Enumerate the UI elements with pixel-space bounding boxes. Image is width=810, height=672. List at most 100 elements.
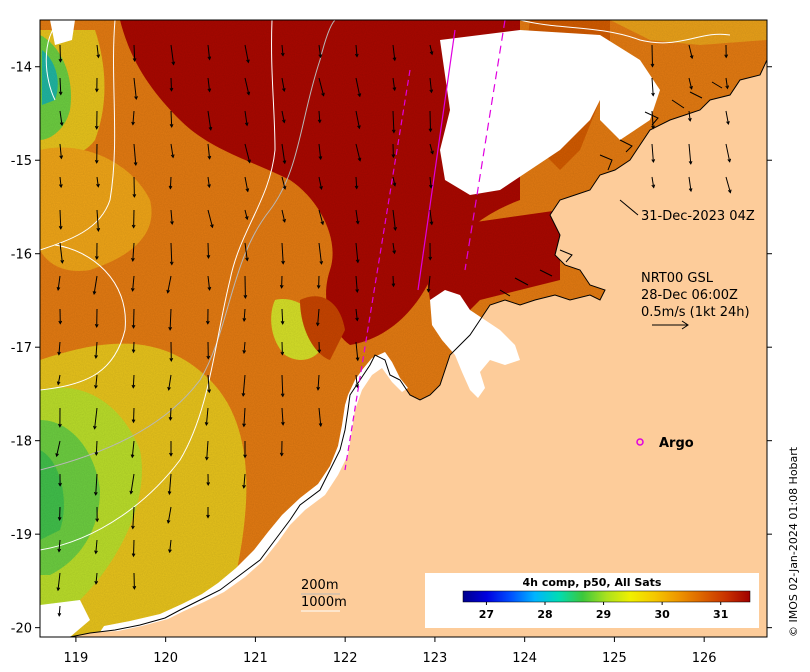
current-arrowhead: [391, 283, 396, 288]
current-arrow: [429, 176, 432, 188]
current-arrow: [207, 275, 211, 290]
current-arrowhead: [282, 160, 287, 165]
current-arrowhead: [131, 419, 136, 424]
current-arrowhead: [132, 58, 137, 63]
current-arrowhead: [171, 61, 176, 66]
current-arrow: [651, 44, 653, 67]
current-arrow: [56, 440, 61, 457]
current-arrowhead: [57, 516, 62, 521]
current-arrowhead: [206, 514, 210, 519]
y-tick-label: -16: [11, 248, 32, 263]
current-arrowhead: [55, 453, 59, 458]
current-arrowhead: [245, 257, 249, 262]
current-arrowhead: [428, 256, 433, 261]
current-arrowhead: [242, 318, 247, 323]
cloud-north: [440, 30, 610, 195]
current-arrow: [57, 374, 61, 385]
current-arrowhead: [131, 384, 136, 389]
current-arrow: [318, 110, 321, 123]
current-arrowhead: [58, 184, 63, 189]
colorbar-tick-label: 31: [713, 608, 728, 621]
current-arrowhead: [727, 189, 732, 194]
current-arrowhead: [651, 184, 656, 189]
current-arrowhead: [56, 381, 61, 386]
current-arrow: [170, 77, 172, 91]
current-arrowhead: [58, 91, 63, 96]
current-arrowhead: [320, 221, 325, 226]
y-tick-label: -15: [11, 154, 32, 169]
current-arrowhead: [282, 218, 286, 223]
pass-time-label: 31-Dec-2023 04Z: [641, 209, 755, 224]
current-arrowhead: [357, 157, 362, 162]
current-arrow: [429, 110, 431, 132]
current-arrowhead: [208, 126, 213, 131]
current-arrowhead: [94, 580, 99, 585]
current-arrowhead: [131, 121, 135, 126]
current-arrow: [244, 143, 251, 163]
current-arrow: [242, 374, 246, 396]
argo-float-marker: [636, 438, 644, 446]
current-arrowhead: [246, 91, 251, 96]
x-tick-label: 119: [63, 651, 88, 666]
current-arrowhead: [279, 452, 284, 457]
current-arrow: [59, 242, 63, 263]
current-arrowhead: [281, 260, 285, 265]
current-arrow: [318, 407, 322, 427]
current-arrow: [651, 110, 654, 129]
current-arrowhead: [169, 87, 174, 92]
current-arrow: [281, 209, 286, 223]
current-arrowhead: [207, 155, 212, 160]
colorbar-ticks: 27 28 29 30 31: [479, 602, 728, 621]
current-arrow: [59, 209, 62, 229]
current-arrowhead: [688, 188, 693, 193]
current-arrowhead: [207, 56, 212, 61]
current-arrow: [206, 440, 209, 460]
colorbar-tick-label: 28: [537, 608, 552, 621]
current-arrow: [318, 176, 322, 190]
current-arrow: [355, 209, 359, 224]
current-arrow: [392, 110, 395, 133]
current-arrowhead: [94, 125, 99, 130]
current-arrow: [281, 143, 286, 164]
current-arrow: [244, 176, 249, 192]
current-arrowhead: [392, 57, 397, 62]
current-arrow: [317, 308, 320, 326]
current-arrow: [131, 440, 135, 458]
current-arrowhead: [392, 182, 397, 187]
current-arrowhead: [318, 54, 323, 59]
current-arrowhead: [94, 550, 98, 555]
current-arrowhead: [689, 55, 694, 60]
current-arrow: [205, 407, 209, 426]
current-arrowhead: [392, 87, 397, 92]
current-arrowhead: [168, 549, 172, 554]
map-field: [40, 20, 767, 637]
current-arrowhead: [724, 54, 729, 59]
current-arrowhead: [129, 490, 134, 495]
current-arrowhead: [58, 320, 63, 325]
current-arrowhead: [58, 482, 62, 487]
current-arrowhead: [429, 51, 434, 56]
current-arrowhead: [93, 425, 97, 430]
current-arrowhead: [131, 553, 136, 558]
current-arrowhead: [132, 194, 137, 198]
current-arrowhead: [321, 92, 325, 97]
current-arrowhead: [282, 119, 286, 124]
current-arrow: [688, 143, 692, 164]
current-arrowhead: [651, 125, 655, 130]
current-arrowhead: [131, 324, 136, 329]
current-arrow: [281, 176, 286, 190]
current-arrow: [95, 341, 98, 358]
land-mass: [70, 20, 767, 637]
current-arrow: [170, 242, 173, 265]
current-arrowhead: [241, 392, 246, 397]
current-arrow: [688, 77, 693, 90]
current-arrow: [688, 44, 693, 59]
current-arrowhead: [651, 159, 656, 164]
current-arrow: [318, 209, 324, 225]
current-arrow: [725, 77, 728, 89]
y-tick-label: -20: [11, 622, 32, 637]
current-arrow: [207, 176, 210, 188]
current-arrowhead: [133, 162, 138, 167]
current-arrow: [59, 143, 62, 159]
current-arrowhead: [206, 355, 211, 360]
